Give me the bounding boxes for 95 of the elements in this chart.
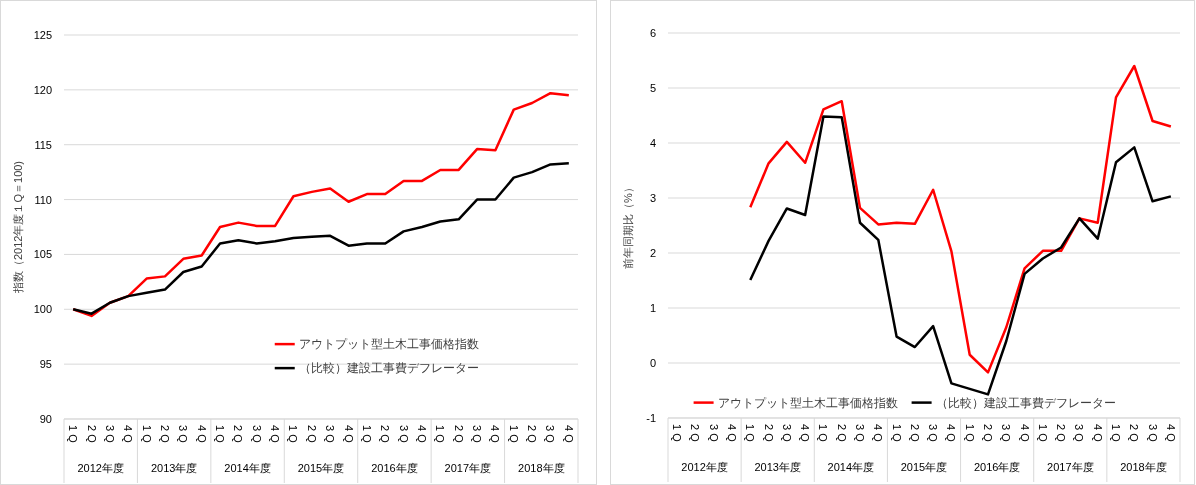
x-tick-label: 1 Q (671, 424, 684, 443)
y-tick-label: 0 (649, 357, 656, 369)
y-tick-label: 100 (33, 303, 52, 316)
x-tick-label: 3 Q (103, 425, 116, 444)
x-tick-label: 3 Q (1000, 424, 1013, 443)
x-tick-label: 4 Q (945, 424, 958, 443)
x-tick-label: 1 Q (890, 424, 903, 443)
x-tick-label: 2 Q (305, 425, 318, 444)
y-tick-label: -1 (646, 412, 656, 424)
y-tick-label: 5 (649, 82, 656, 94)
x-tick-label: 2 Q (526, 425, 539, 444)
y-tick-label: 105 (33, 248, 52, 261)
text: 2015年度 (297, 462, 345, 474)
text: 2015年度 (900, 461, 948, 473)
y-tick-label: 6 (649, 27, 656, 39)
x-tick-label: 4 Q (1164, 424, 1177, 443)
x-tick-label: 2 Q (908, 424, 921, 443)
x-tick-label: 4 Q (1018, 424, 1031, 443)
line-series (71, 162, 571, 315)
x-tick-label: 2 Q (982, 424, 994, 443)
x-tick-label: 3 Q (1146, 424, 1159, 443)
y-tick-label: 115 (34, 138, 52, 151)
y-tick-label: 3 (649, 192, 656, 204)
x-tick-label: 4 Q (726, 424, 738, 443)
legend-label: アウトプット型土木工事価格指数 (717, 395, 898, 410)
legend-label: （比較）建設工事費デフレーター (298, 361, 479, 376)
text: 2016年度 (371, 462, 418, 474)
x-tick-label: 1 Q (1036, 424, 1049, 443)
x-tick-label: 2 Q (452, 425, 465, 444)
x-tick-label: 2 Q (1055, 424, 1068, 443)
y-tick-label: 90 (39, 413, 52, 425)
x-tick-label: 2 Q (379, 425, 392, 444)
y-tick-label: 95 (39, 358, 52, 371)
text: 2012年度 (681, 461, 728, 473)
x-tick-label: 1 Q (287, 425, 300, 444)
x-tick-label: 3 Q (780, 424, 793, 443)
x-tick-label: 1 Q (360, 425, 373, 444)
x-tick-label: 2 Q (158, 425, 171, 444)
x-tick-label: 4 Q (489, 425, 502, 444)
text: 2017年度 (1047, 461, 1094, 473)
x-tick-label: 1 Q (434, 425, 447, 444)
x-tick-label: 1 Q (67, 425, 80, 444)
text: 2017年度 (444, 462, 492, 474)
x-tick-label: 2 Q (85, 425, 98, 444)
text: 2013年度 (150, 462, 198, 474)
x-tick-label: 3 Q (250, 425, 263, 444)
y-axis-title: 前年同期比（%） (622, 182, 634, 269)
line-series (749, 115, 1173, 396)
text: 2014年度 (224, 462, 271, 474)
x-tick-label: 4 Q (415, 425, 428, 444)
x-tick-label: 3 Q (471, 425, 484, 444)
x-tick-label: 4 Q (872, 424, 885, 443)
x-tick-label: 1 Q (963, 424, 976, 443)
x-tick-label: 3 Q (707, 424, 720, 443)
text: 2012年度 (77, 462, 124, 474)
x-tick-label: 4 Q (195, 425, 208, 444)
x-tick-label: 2 Q (1128, 424, 1141, 443)
y-tick-label: 4 (649, 137, 656, 149)
x-tick-label: 4 Q (799, 424, 812, 443)
y-tick-label: 125 (33, 29, 52, 41)
x-tick-label: 1 Q (214, 425, 227, 444)
x-tick-label: 4 Q (1091, 424, 1104, 443)
legend-label: （比較）建設工事費デフレーター (935, 395, 1116, 410)
x-tick-label: 3 Q (397, 425, 410, 444)
x-tick-label: 4 Q (269, 425, 282, 444)
x-tick-label: 1 Q (817, 424, 830, 443)
x-tick-label: 4 Q (342, 425, 355, 444)
x-tick-label: 3 Q (927, 424, 940, 443)
text: 2016年度 (973, 461, 1021, 473)
x-tick-label: 1 Q (507, 425, 520, 444)
y-tick-label: 120 (33, 83, 52, 96)
x-tick-label: 1 Q (744, 424, 757, 443)
x-tick-label: 2 Q (232, 425, 245, 444)
x-tick-label: 2 Q (689, 424, 702, 443)
x-tick-label: 3 Q (854, 424, 866, 443)
x-tick-label: 3 Q (1073, 424, 1086, 443)
x-tick-label: 3 Q (544, 425, 557, 444)
y-tick-label: 110 (34, 193, 52, 206)
y-tick-label: 2 (649, 247, 656, 259)
x-tick-label: 4 Q (562, 425, 575, 444)
line-series (749, 64, 1173, 374)
text: 2018年度 (518, 462, 565, 474)
x-tick-label: 3 Q (177, 425, 190, 444)
x-tick-label: 4 Q (122, 425, 135, 444)
x-tick-label: 2 Q (835, 424, 848, 443)
y-axis-title: 指数（2012年度１Q＝100) (12, 160, 24, 295)
text: 2014年度 (827, 461, 875, 473)
text: 2013年度 (754, 461, 801, 473)
x-tick-label: 3 Q (324, 425, 337, 444)
x-tick-label: 1 Q (1110, 424, 1122, 443)
y-tick-label: 1 (649, 302, 656, 314)
text: 2018年度 (1120, 461, 1167, 473)
legend-label: アウトプット型土木工事価格指数 (298, 337, 479, 352)
x-tick-label: 2 Q (762, 424, 775, 443)
x-tick-label: 1 Q (140, 425, 153, 444)
